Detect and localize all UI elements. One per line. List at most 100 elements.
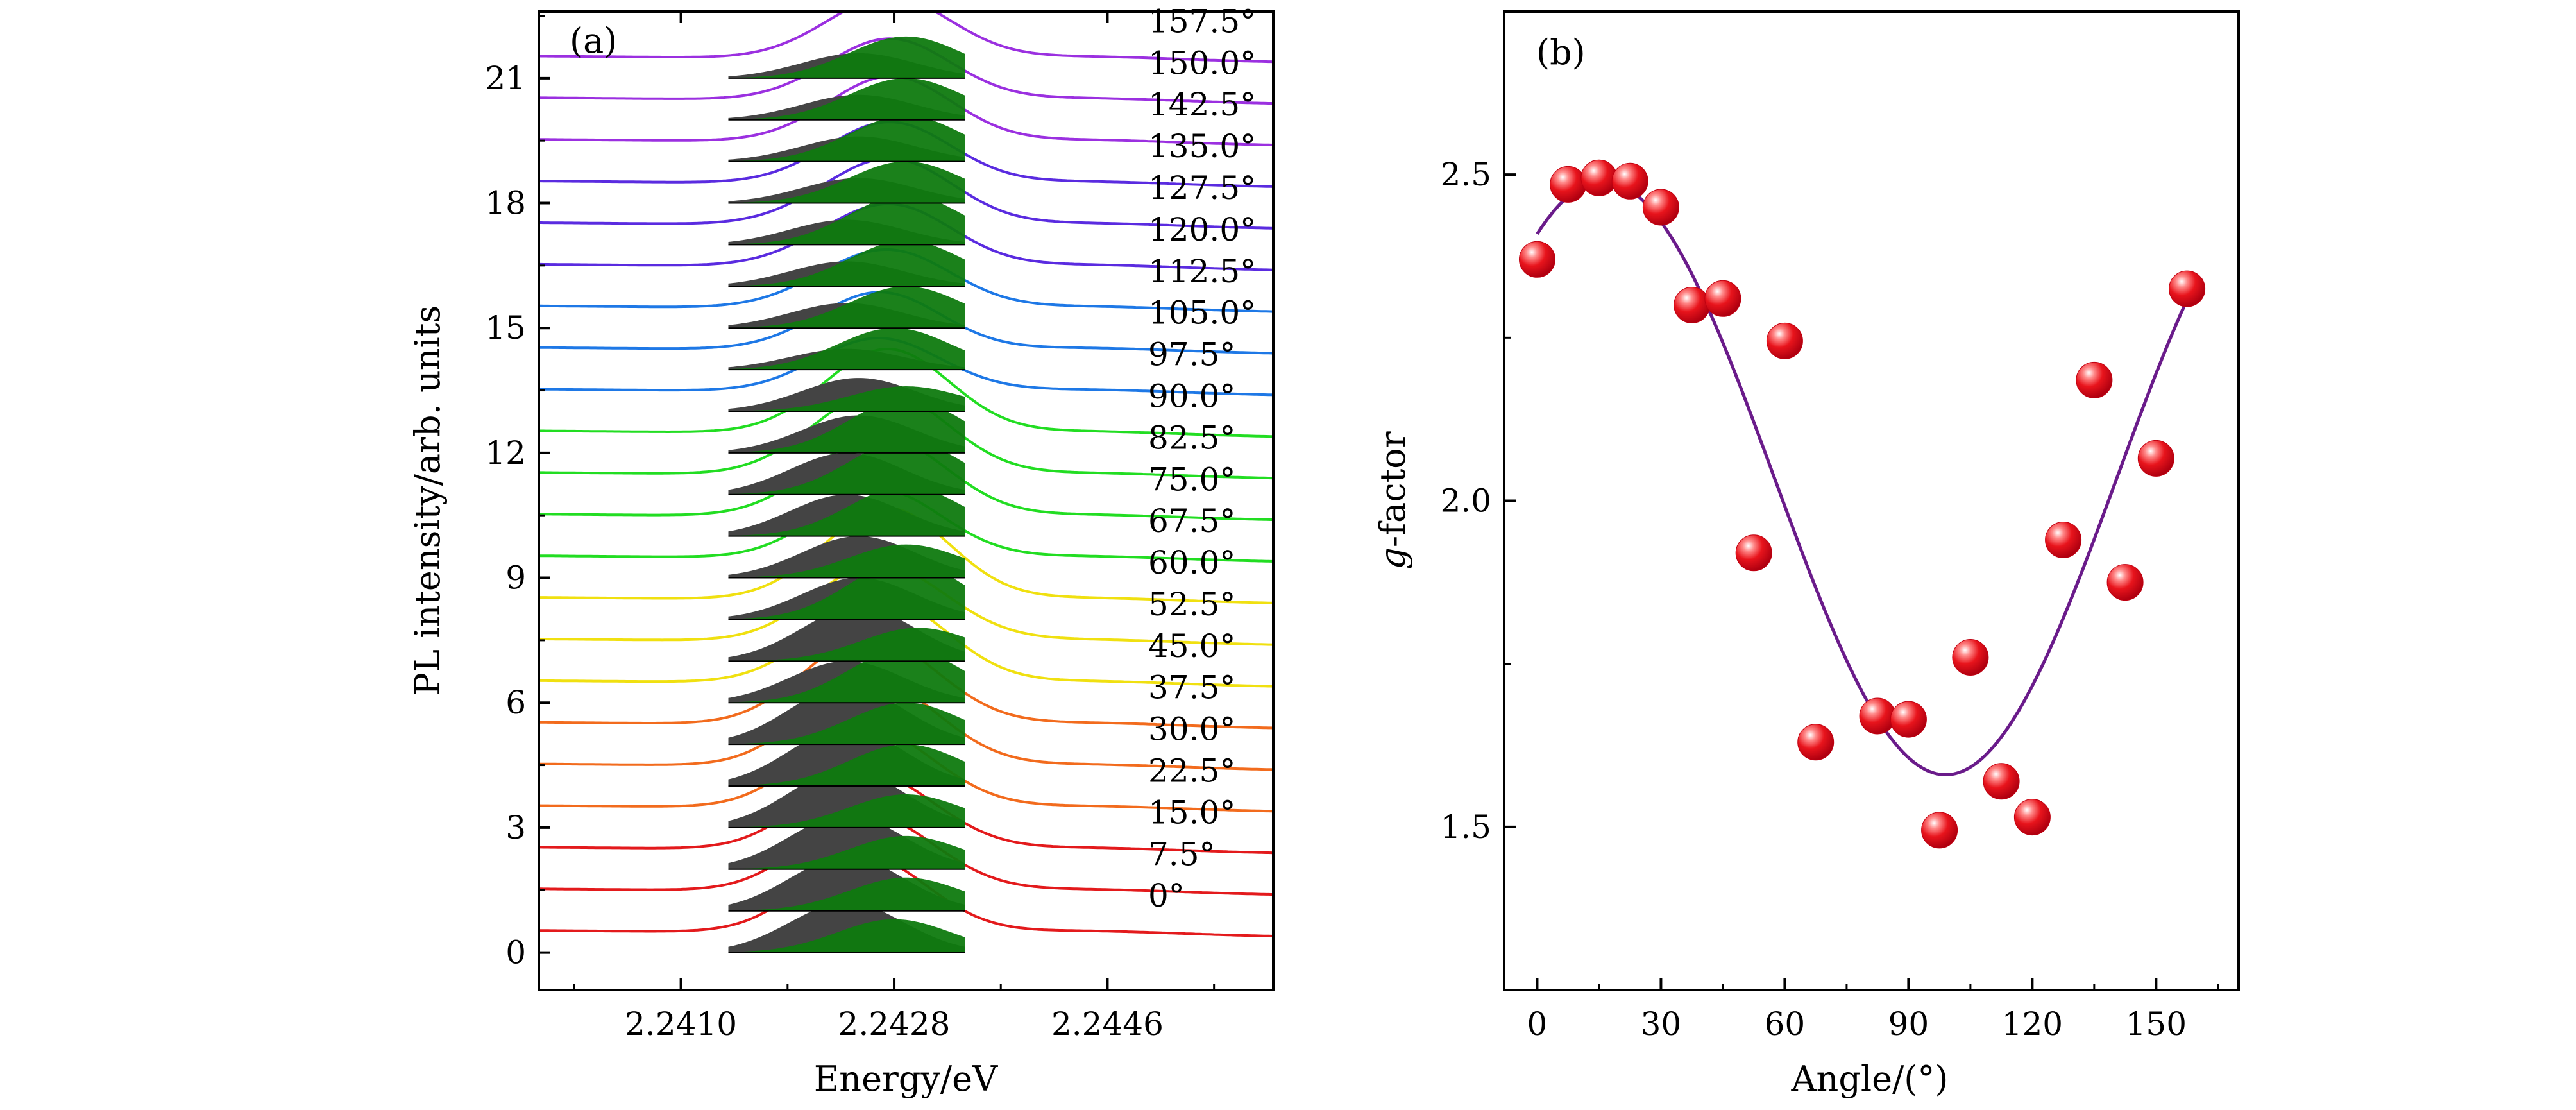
spectrum-line-0° (539, 855, 1273, 937)
a-xtick-label: 2.2446 (1051, 1005, 1164, 1043)
a-ytick-label: 15 (485, 309, 526, 346)
peak2-fill-142.5° (728, 115, 965, 162)
b-ytick-label: 2.5 (1440, 156, 1491, 193)
spectrum-157.5° (539, 12, 1273, 79)
data-point (2045, 522, 2082, 558)
peak2-fill-112.5° (728, 286, 965, 329)
data-point (1766, 322, 1803, 359)
panel-b-frame (1503, 10, 2240, 991)
angle-label-60.0°: 60.0° (1148, 544, 1235, 581)
peak2-fill-52.5° (728, 628, 965, 662)
angle-label-135.0°: 135.0° (1148, 128, 1256, 165)
panel-a-ticks: 2.2410 2.2428 2.2446 0 3 6 9 12 15 18 21 (485, 12, 1216, 1043)
b-xtick-label: 0 (1527, 1005, 1548, 1043)
b-xtick-label: 30 (1641, 1005, 1682, 1043)
panel-a-label: (a) (570, 21, 617, 61)
spectrum-7.5° (539, 812, 1273, 912)
peak2-fill-82.5° (728, 440, 965, 495)
a-xtick-label: 2.2410 (625, 1005, 737, 1043)
a-ytick-label: 12 (485, 434, 526, 472)
a-ytick-label: 6 (505, 684, 526, 721)
data-point (1921, 812, 1958, 849)
panel-a-angle-labels: 0° 7.5° 15.0° 22.5° 30.0° 37.5° 45.0° 52.5° 60.0… (1148, 3, 1256, 914)
fit-curve (1536, 179, 2189, 777)
peak2-fill-157.5° (728, 36, 965, 78)
panel-b-label: (b) (1536, 32, 1586, 73)
data-point (2106, 564, 2144, 601)
b-xtick-label: 150 (2126, 1005, 2187, 1043)
angle-label-45.0°: 45.0° (1148, 628, 1235, 665)
panel-a-xlabel: Energy/eV (814, 1059, 998, 1099)
panel-b-ylabel-rest: -factor (1373, 431, 1413, 547)
angle-label-0°: 0° (1148, 877, 1185, 914)
angle-label-112.5°: 112.5° (1148, 253, 1256, 290)
peak2-fill-150.0° (728, 78, 965, 120)
angle-label-157.5°: 157.5° (1148, 3, 1256, 40)
peak2-fill-105.0° (728, 328, 965, 370)
b-ytick-label: 2.0 (1440, 482, 1491, 520)
angle-label-150.0°: 150.0° (1148, 44, 1256, 81)
angle-label-67.5°: 67.5° (1148, 502, 1235, 540)
angle-label-120.0°: 120.0° (1148, 211, 1256, 248)
peak2-fill-15.0° (728, 835, 965, 869)
panel-a-frame (538, 10, 1275, 991)
b-ytick-label: 1.5 (1440, 808, 1491, 846)
angle-label-82.5°: 82.5° (1148, 419, 1235, 456)
data-point (1674, 287, 1711, 323)
panel-a-ylabel: PL intensity/arb. units (407, 305, 448, 696)
data-point (2169, 270, 2206, 307)
panel-b-ticks: 0 30 60 90 120 150 1.5 2.0 2.5 (1440, 10, 2219, 1043)
b-xtick-label: 120 (2002, 1005, 2063, 1043)
data-point (1797, 724, 1835, 761)
peak2-fill-67.5° (728, 544, 965, 578)
data-point (1580, 159, 1618, 196)
panel-b-plot-area (1519, 159, 2206, 849)
angle-label-30.0°: 30.0° (1148, 711, 1235, 748)
data-point (1704, 280, 1741, 317)
angle-label-37.5°: 37.5° (1148, 669, 1235, 706)
panel-a-plot-area (539, 12, 1273, 953)
peak2-fill-45.0° (728, 648, 965, 703)
peak2-fill-30.0° (728, 744, 965, 786)
peak2-fill-22.5° (728, 794, 965, 828)
panel-b-ylabel: g-factor (1373, 431, 1413, 569)
angle-label-52.5°: 52.5° (1148, 586, 1235, 623)
angle-label-90.0°: 90.0° (1148, 377, 1235, 414)
peak2-fill-97.5° (728, 386, 965, 411)
angle-label-15.0°: 15.0° (1148, 794, 1235, 831)
b-xtick-label: 60 (1765, 1005, 1806, 1043)
a-ytick-label: 3 (505, 809, 526, 846)
data-point (1550, 166, 1587, 203)
spectrum-0° (539, 855, 1273, 953)
spectrum-15.0° (539, 771, 1273, 870)
peak2-fill-75.0° (728, 486, 965, 536)
angle-label-97.5°: 97.5° (1148, 336, 1235, 373)
spectrum-97.5° (539, 337, 1273, 412)
data-point (1983, 763, 2020, 800)
data-point (1642, 189, 1679, 226)
data-point (2076, 361, 2113, 398)
peak2-fill-90.0° (728, 398, 965, 453)
data-point (2013, 799, 2051, 836)
a-ytick-label: 9 (505, 559, 526, 597)
a-ytick-label: 0 (505, 934, 526, 971)
panel-a-pl-spectra: 2.2410 2.2428 2.2446 0 3 6 9 12 15 18 21 0° 7.5° 15.… (407, 3, 1275, 1099)
peak2-fill-0° (728, 919, 965, 953)
data-point (1519, 241, 1555, 278)
a-ytick-label: 18 (485, 185, 526, 222)
peak2-fill-120.0° (728, 240, 965, 287)
panel-b-ylabel-g: g (1373, 547, 1413, 570)
data-point (1735, 534, 1772, 572)
angle-label-142.5°: 142.5° (1148, 86, 1256, 123)
angle-label-7.5°: 7.5° (1148, 835, 1216, 873)
a-ytick-label: 21 (485, 60, 526, 97)
panel-b-xlabel: Angle/(°) (1791, 1059, 1949, 1099)
angle-label-127.5°: 127.5° (1148, 169, 1256, 207)
data-point (1890, 701, 1927, 738)
peak2-fill-127.5° (728, 194, 965, 245)
angle-label-105.0°: 105.0° (1148, 295, 1256, 332)
a-xtick-label: 2.2428 (838, 1005, 951, 1043)
peak2-fill-37.5° (728, 703, 965, 745)
